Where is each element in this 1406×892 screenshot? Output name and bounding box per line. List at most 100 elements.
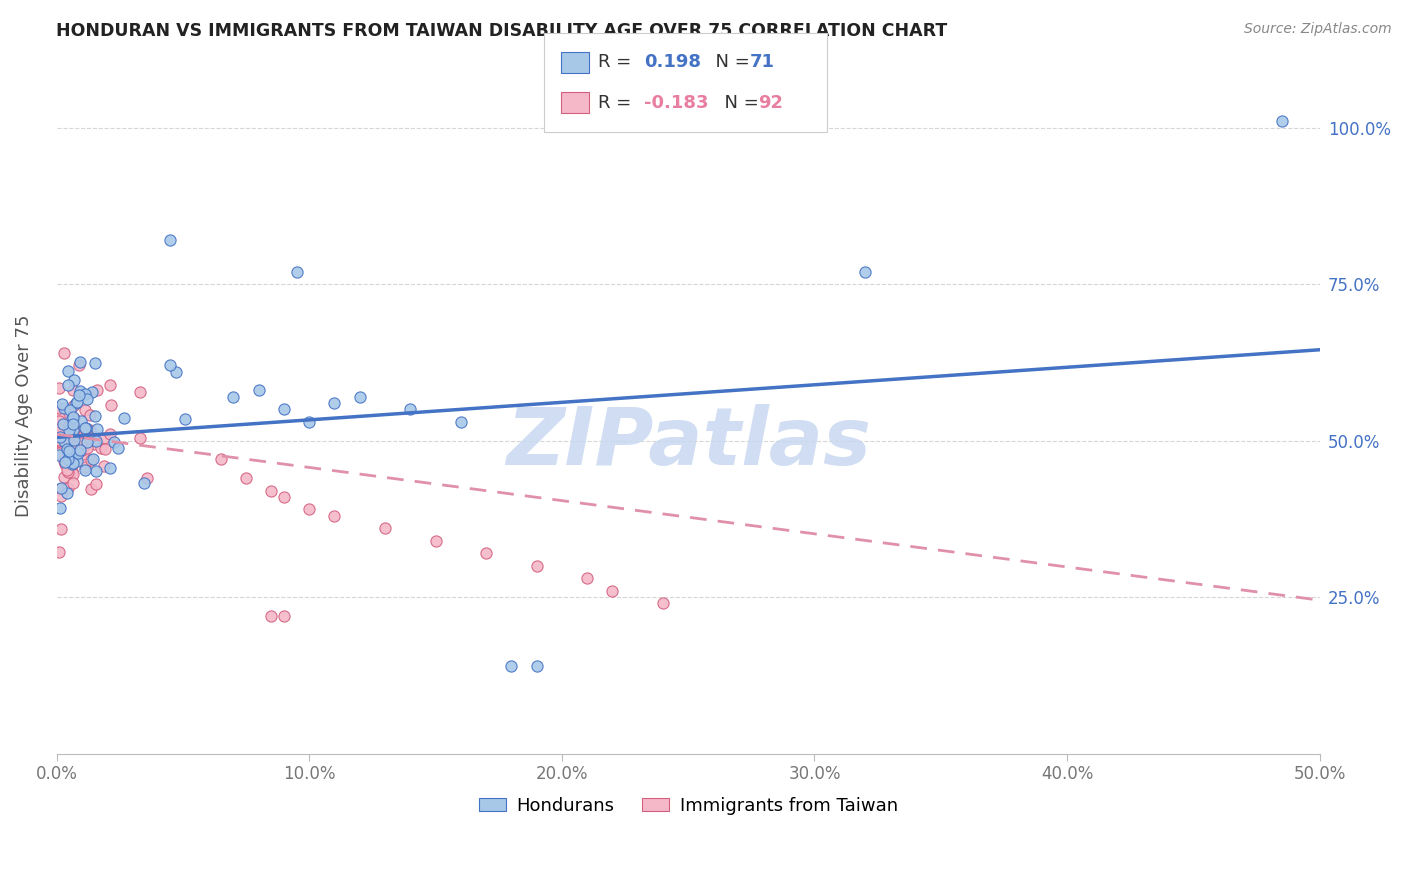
Point	[58, 423, 80, 437]
Point	[48, 429, 70, 443]
Point	[425, 533, 447, 548]
Point	[62, 373, 84, 387]
Point	[56, 442, 79, 456]
Point	[63, 410, 86, 425]
Point	[48, 448, 70, 462]
Point	[576, 571, 599, 585]
Y-axis label: Disability Age Over 75: Disability Age Over 75	[15, 314, 32, 516]
Point	[62, 409, 84, 424]
Point	[67, 358, 90, 372]
Point	[48, 413, 70, 427]
Point	[132, 476, 155, 491]
Point	[53, 346, 76, 360]
Point	[83, 437, 105, 451]
Point	[159, 233, 181, 247]
Point	[62, 423, 84, 437]
Point	[48, 446, 70, 460]
Point	[165, 365, 187, 379]
Point	[80, 483, 103, 497]
Point	[86, 384, 108, 398]
Point	[73, 463, 96, 477]
Point	[58, 442, 80, 456]
Point	[93, 458, 115, 473]
Point	[62, 399, 84, 413]
Point	[475, 546, 498, 560]
Point	[79, 408, 101, 422]
Point	[128, 431, 150, 445]
Point	[76, 441, 98, 455]
Point	[48, 483, 70, 497]
Point	[75, 421, 97, 435]
Point	[58, 364, 80, 378]
Point	[98, 460, 121, 475]
Point	[53, 401, 76, 415]
Point	[62, 434, 84, 449]
Point	[298, 415, 321, 429]
Point	[323, 396, 346, 410]
Point	[80, 384, 103, 399]
Point	[62, 413, 84, 427]
Point	[56, 452, 79, 467]
Point	[48, 446, 70, 460]
Point	[51, 397, 73, 411]
Point	[84, 434, 107, 448]
Point	[100, 398, 122, 412]
Point	[84, 409, 107, 424]
Point	[602, 583, 624, 598]
Point	[73, 402, 96, 417]
Point	[323, 508, 346, 523]
Point	[58, 437, 80, 451]
Point	[1271, 114, 1294, 128]
Point	[349, 390, 371, 404]
Point	[58, 465, 80, 479]
Point	[65, 395, 87, 409]
Point	[70, 415, 93, 429]
Point	[98, 378, 121, 392]
Point	[128, 385, 150, 400]
Point	[65, 396, 87, 410]
Point	[49, 445, 72, 459]
Point	[86, 422, 108, 436]
Point	[49, 501, 72, 516]
Point	[235, 471, 257, 485]
Point	[80, 452, 103, 467]
Point	[63, 440, 86, 454]
Point	[72, 447, 94, 461]
Point	[48, 545, 70, 559]
Point	[52, 469, 75, 483]
Point	[107, 441, 129, 455]
Point	[76, 392, 98, 407]
Point	[49, 489, 72, 503]
Point	[51, 442, 73, 457]
Point	[69, 436, 91, 450]
Point	[60, 458, 83, 472]
Point	[62, 476, 84, 491]
Point	[59, 403, 82, 417]
Point	[84, 356, 107, 370]
Point	[247, 384, 270, 398]
Point	[526, 659, 548, 673]
Point	[62, 467, 84, 482]
Point	[53, 457, 76, 471]
Point	[75, 387, 97, 401]
Point	[62, 449, 84, 463]
Point	[56, 486, 79, 500]
Point	[63, 421, 86, 435]
Point	[651, 596, 673, 610]
Point	[374, 521, 396, 535]
Text: N =: N =	[713, 94, 765, 112]
Point	[58, 452, 80, 467]
Point	[73, 438, 96, 452]
Point	[62, 383, 84, 397]
Point	[48, 381, 70, 395]
Point	[48, 446, 70, 460]
Point	[69, 384, 91, 398]
Point	[67, 434, 90, 448]
Point	[399, 402, 422, 417]
Point	[63, 442, 86, 457]
Point	[75, 424, 97, 438]
Point	[53, 454, 76, 468]
Point	[450, 415, 472, 429]
Point	[66, 446, 89, 460]
Point	[49, 428, 72, 442]
